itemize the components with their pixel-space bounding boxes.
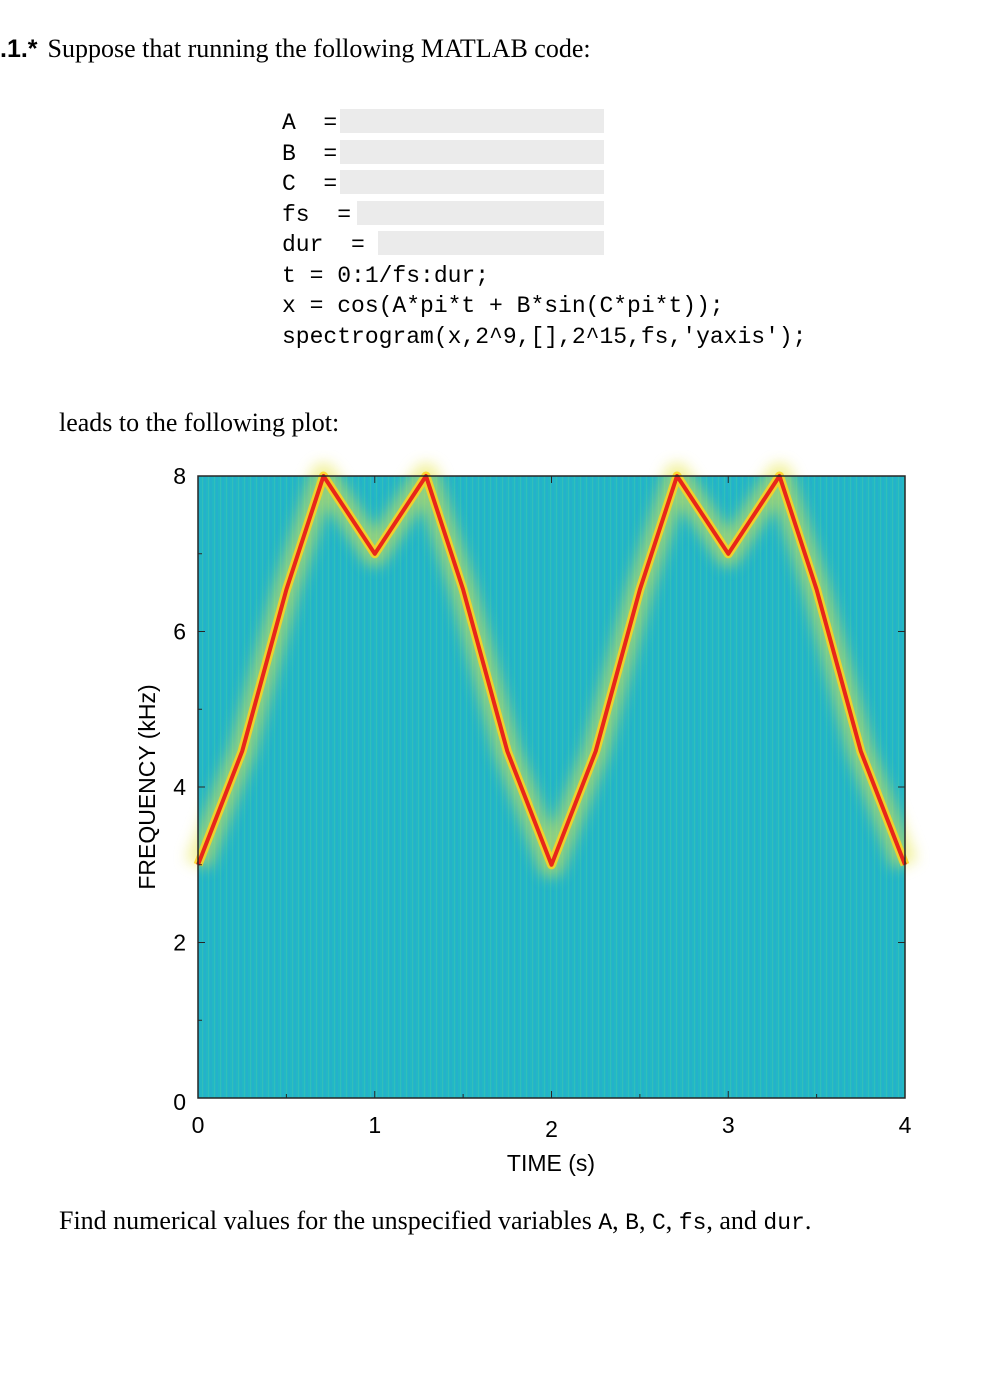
period: . bbox=[804, 1206, 812, 1235]
code-line: dur = bbox=[282, 230, 807, 261]
code-line: A = bbox=[282, 108, 807, 139]
variable-name: dur bbox=[763, 1210, 805, 1236]
y-tick-label: 6 bbox=[173, 619, 186, 645]
problem-number: .1.* bbox=[0, 35, 38, 63]
x-tick-label: 4 bbox=[899, 1112, 912, 1138]
code-text: A = bbox=[282, 110, 338, 136]
x-axis-label: TIME (s) bbox=[507, 1150, 595, 1176]
variable-name: fs bbox=[678, 1210, 707, 1236]
code-text: C = bbox=[282, 171, 338, 197]
code-text: fs = bbox=[282, 201, 352, 228]
lead-text: leads to the following plot: bbox=[59, 408, 340, 437]
separator: , bbox=[665, 1206, 679, 1235]
problem-statement: .1.* Suppose that running the following M… bbox=[0, 34, 591, 64]
question-text: Find numerical values for the unspecifie… bbox=[59, 1206, 811, 1236]
y-tick-label: 0 bbox=[173, 1089, 186, 1115]
spectrogram-plot: 0 1 2 3 4 0 2 4 6 8 TIME (s) FREQUENCY (kHz) bbox=[134, 463, 918, 1176]
frequency-ridge-line bbox=[196, 474, 907, 867]
variable-name: B bbox=[625, 1210, 639, 1236]
x-tick-label: 1 bbox=[368, 1112, 381, 1138]
code-line: C = bbox=[282, 169, 807, 200]
answer-blank bbox=[378, 231, 604, 255]
x-tick-label: 3 bbox=[722, 1112, 735, 1138]
separator: , bbox=[638, 1206, 652, 1235]
variable-name: A bbox=[598, 1210, 613, 1236]
y-tick-label: 8 bbox=[173, 463, 186, 489]
separator: , and bbox=[706, 1206, 764, 1235]
matlab-code-block: A = B = C = fs = dur = t = 0:1/fs:dur; x = cos… bbox=[282, 108, 807, 352]
code-line: spectrogram(x,2^9,[],2^15,fs,'yaxis'); bbox=[282, 322, 807, 353]
question-lead: Find numerical values for the unspecifie… bbox=[59, 1206, 599, 1235]
y-tick-label: 4 bbox=[173, 774, 186, 800]
y-tick-label: 2 bbox=[173, 930, 186, 956]
answer-blank bbox=[340, 109, 604, 133]
variable-name: C bbox=[651, 1210, 666, 1236]
code-text: x = cos(A*pi*t + B*sin(C*pi*t)); bbox=[282, 293, 724, 319]
code-line: x = cos(A*pi*t + B*sin(C*pi*t)); bbox=[282, 291, 807, 322]
code-line: B = bbox=[282, 139, 807, 170]
x-tick-label: 0 bbox=[192, 1112, 205, 1138]
answer-blank bbox=[340, 139, 604, 164]
code-text: B = bbox=[282, 140, 338, 167]
plot-texture bbox=[198, 476, 905, 1098]
answer-blank bbox=[357, 200, 604, 225]
y-axis-label: FREQUENCY (kHz) bbox=[134, 684, 160, 889]
separator: , bbox=[612, 1206, 626, 1235]
problem-intro: Suppose that running the following MATLA… bbox=[47, 34, 591, 63]
x-tick-label: 2 bbox=[545, 1116, 558, 1142]
code-line: fs = bbox=[282, 200, 807, 231]
code-text: spectrogram(x,2^9,[],2^15,fs,'yaxis'); bbox=[282, 323, 807, 350]
code-text: t = 0:1/fs:dur; bbox=[282, 262, 490, 289]
answer-blank bbox=[340, 170, 604, 194]
code-text: dur = bbox=[282, 232, 365, 258]
code-line: t = 0:1/fs:dur; bbox=[282, 261, 807, 292]
